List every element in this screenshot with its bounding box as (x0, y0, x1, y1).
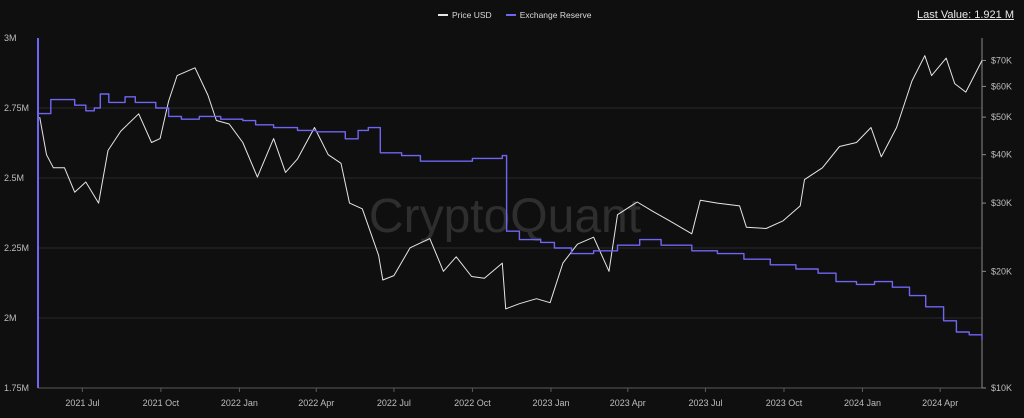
series-layer (38, 55, 983, 341)
last-value-readout[interactable]: Last Value: 1.921 M (916, 9, 1014, 21)
x-tick-label: 2024 Jan (844, 398, 881, 408)
y-left-tick-label: 2.75M (4, 103, 29, 113)
y-right-tick-label: $70K (991, 55, 1012, 65)
y-right-tick-label: $40K (991, 150, 1012, 160)
y-right-tick-label: $60K (991, 81, 1012, 91)
x-tick-label: 2023 Jan (532, 398, 569, 408)
y-left-tick-label: 2.25M (4, 243, 29, 253)
legend: Price USD Exchange Reserve (438, 10, 592, 20)
y-right-tick-label: $20K (991, 266, 1012, 276)
x-tick-label: 2021 Oct (143, 398, 180, 408)
x-tick-label: 2024 Apr (922, 398, 958, 408)
x-tick-label: 2022 Jul (377, 398, 411, 408)
x-tick-label: 2022 Apr (298, 398, 334, 408)
legend-label-reserve: Exchange Reserve (519, 10, 592, 20)
x-tick-label: 2022 Oct (454, 398, 491, 408)
grid-layer (38, 107, 982, 319)
legend-item-price[interactable]: Price USD (438, 10, 492, 20)
y-right-tick-label: $50K (991, 112, 1012, 122)
legend-swatch-reserve (505, 14, 516, 16)
legend-swatch-price (438, 14, 448, 16)
y-right-tick-label: $30K (991, 198, 1012, 208)
watermark: CryptoQuant (369, 190, 641, 243)
legend-item-reserve[interactable]: Exchange Reserve (505, 10, 592, 20)
y-left-tick-label: 1.75M (4, 383, 29, 393)
y-right-tick-label: $10K (991, 383, 1012, 393)
x-tick-label: 2022 Jan (221, 398, 258, 408)
x-tick-label: 2023 Jul (688, 398, 722, 408)
price-usd-line (39, 55, 983, 310)
y-left-tick-label: 3M (4, 33, 17, 43)
exchange-reserve-line (38, 93, 983, 341)
axes-layer: 1.75M 2M 2.25M 2.5M 2.75M 3M $10K $20K $30K $40K $… (4, 33, 1012, 408)
y-left-tick-label: 2M (4, 313, 17, 323)
x-tick-label: 2023 Apr (610, 398, 646, 408)
legend-label-price: Price USD (452, 10, 492, 20)
x-tick-label: 2021 Jul (65, 398, 99, 408)
x-tick-label: 2023 Oct (766, 398, 803, 408)
y-left-tick-label: 2.5M (4, 173, 24, 183)
